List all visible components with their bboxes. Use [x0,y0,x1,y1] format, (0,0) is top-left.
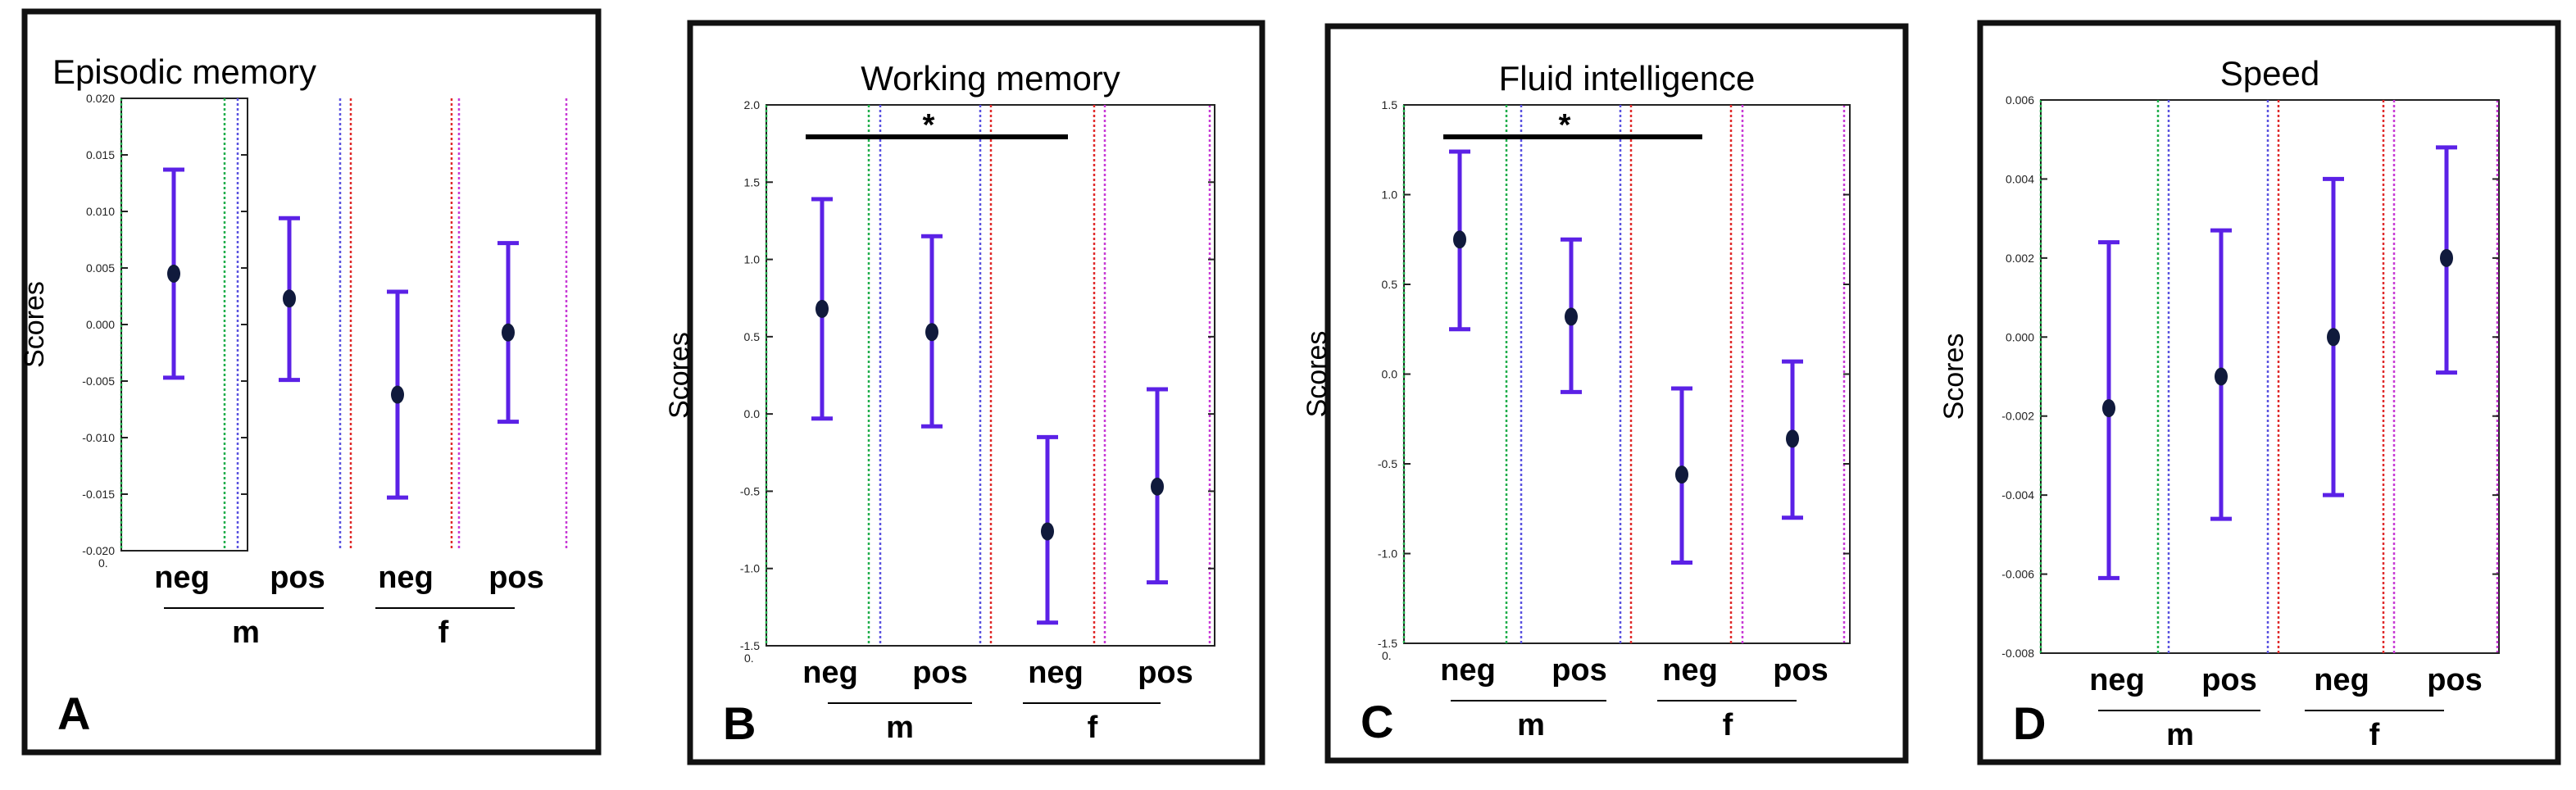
chart-panel-b: Working memory Scores -1.5 -1.0 -0.5 0.0 0.5 1.… [664,20,1265,765]
y-axis-label: Scores [1302,331,1333,418]
y-tick-label: 0.020 [86,92,115,105]
chart-panel-a: Episodic memory Scores -0.020 -0.015 -0.010 -… [19,8,602,756]
chart-panel-c: Fluid intelligence Scores -1.5 -1.0 -0.5 0.0 0… [1302,23,1909,764]
group-label: m [1517,708,1545,742]
mean-marker [1041,522,1054,541]
chart-title: Episodic memory [52,52,316,91]
y-axis-label: Scores [1938,334,1969,420]
y-tick-label: -0.5 [740,484,760,497]
mean-marker [391,385,404,404]
mean-marker [2102,399,2115,418]
y-tick-label: 0.0 [744,407,761,420]
x-origin-label: 0. [98,556,108,570]
x-category-label: pos [912,656,968,690]
y-tick-label: 0.5 [744,330,761,343]
panel-frame [1324,23,1909,764]
mean-marker [1675,465,1688,484]
x-origin-label: 0. [1382,649,1392,662]
y-tick-label: -1.5 [1378,637,1397,650]
x-category-label: neg [2314,663,2369,697]
x-category-label: neg [154,561,210,595]
y-tick-label: -1.0 [740,562,760,575]
y-tick-label: 1.5 [1382,98,1398,111]
mean-marker [2327,328,2340,347]
chart-title: Speed [2220,54,2319,93]
y-tick-label: -1.0 [1378,547,1397,561]
y-tick-label: -0.015 [82,488,115,501]
panel-letter: B [723,697,756,749]
y-axis-label: Scores [19,281,50,368]
mean-marker [816,299,829,318]
y-tick-label: 0.000 [86,318,115,331]
group-label: m [2166,718,2194,752]
chart-title: Working memory [861,59,1120,98]
significance-star: * [923,108,935,143]
mean-marker [1151,477,1164,496]
y-tick-label: -0.004 [2001,488,2034,502]
y-tick-label: -0.010 [82,431,115,444]
y-tick-label: 0.0 [1382,368,1398,381]
panel-frame [21,8,602,756]
y-tick-label: 2.0 [744,98,761,111]
y-tick-label: 1.0 [1382,188,1398,202]
y-tick-label: 0.000 [2006,330,2034,343]
y-tick-label: 0.004 [2006,172,2034,185]
y-tick-label: 0.002 [2006,252,2034,265]
mean-marker [502,323,515,342]
group-label: f [1088,711,1098,745]
x-category-label: pos [1773,653,1829,688]
y-tick-label: 1.5 [744,175,761,188]
x-category-label: pos [1138,656,1193,690]
mean-marker [167,264,180,283]
mean-marker [1453,230,1466,249]
group-label: f [1723,708,1733,742]
y-tick-label: 0.5 [1382,278,1398,291]
y-tick-label: 0.015 [86,148,115,161]
x-category-label: neg [378,561,434,595]
y-tick-label: 0.006 [2006,93,2034,107]
y-tick-label: 0.005 [86,261,115,275]
y-tick-label: -0.005 [82,375,115,388]
group-label: m [886,711,914,745]
x-category-label: pos [270,561,325,595]
group-label: f [438,615,449,650]
y-tick-label: -0.5 [1378,457,1397,470]
mean-marker [1565,307,1578,326]
x-category-label: pos [2427,663,2483,697]
x-category-label: neg [1662,653,1718,688]
y-tick-label: -0.002 [2001,410,2034,423]
mean-marker [925,323,938,342]
mean-marker [1786,429,1799,448]
x-category-label: neg [802,656,858,690]
panel-letter: D [2013,697,2046,749]
mean-marker [283,289,296,308]
group-label: f [2369,718,2380,752]
y-tick-label: -1.5 [740,639,760,652]
chart-title: Fluid intelligence [1499,59,1756,98]
y-tick-label: -0.008 [2001,647,2034,660]
panel-frame [687,20,1265,765]
x-category-label: neg [1028,656,1084,690]
mean-marker [2440,248,2453,267]
y-tick-label: 1.0 [744,253,761,266]
y-axis-label: Scores [664,332,695,419]
x-category-label: neg [2089,663,2145,697]
x-origin-label: 0. [744,652,754,665]
x-category-label: pos [488,561,544,595]
panel-frame [1977,20,2561,765]
panel-letter: C [1361,696,1393,747]
panel-letter: A [57,688,90,739]
x-category-label: pos [2201,663,2257,697]
group-label: m [232,615,260,650]
y-tick-label: -0.006 [2001,568,2034,581]
chart-panel-d: Speed Scores -0.008 -0.006 -0.004 -0.002 0.000… [1938,20,2561,765]
y-tick-label: -0.020 [82,544,115,557]
y-tick-label: 0.010 [86,205,115,218]
significance-star: * [1559,108,1571,143]
x-category-label: neg [1440,653,1496,688]
mean-marker [2215,367,2228,386]
x-category-label: pos [1552,653,1607,688]
